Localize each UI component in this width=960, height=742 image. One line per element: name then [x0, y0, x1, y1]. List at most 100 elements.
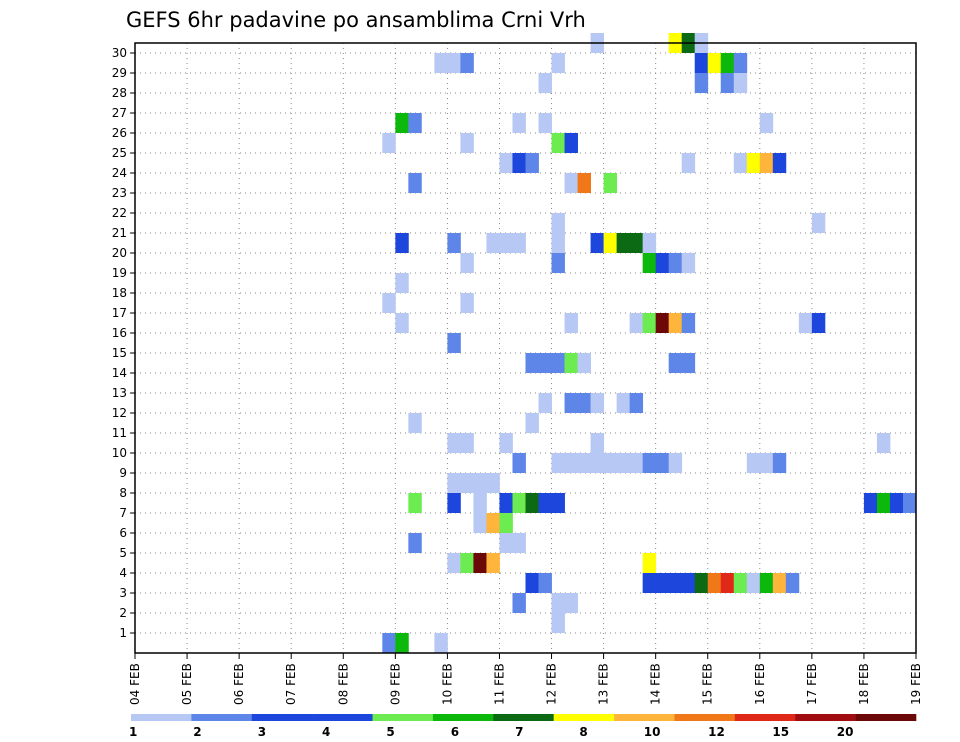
colorbar-swatch [855, 714, 917, 721]
heatmap-cell [525, 153, 539, 173]
x-tick-label: 14 FEB [649, 663, 663, 705]
heatmap-cell [434, 633, 448, 653]
y-tick-label: 17 [112, 306, 127, 320]
heatmap-cell [564, 353, 578, 373]
heatmap-cell [616, 393, 631, 413]
y-tick-label: 10 [112, 446, 127, 460]
heatmap-cell [772, 153, 787, 173]
colorbar-swatch [131, 714, 192, 721]
heatmap-cell [538, 393, 552, 413]
heatmap-cell [551, 593, 565, 613]
y-tick-label: 30 [112, 46, 127, 60]
heatmap-cell [811, 313, 826, 333]
heatmap-cell [681, 153, 696, 173]
heatmap-cell [655, 313, 670, 333]
colorbar-swatch [734, 714, 796, 721]
heatmap-cell [668, 313, 683, 333]
x-tick-label: 18 FEB [857, 663, 871, 705]
heatmap-cell [590, 393, 604, 413]
y-tick-label: 19 [112, 266, 127, 280]
heatmap-cell [538, 353, 552, 373]
heatmap-cell [512, 493, 526, 513]
heatmap-cell [447, 493, 461, 513]
heatmap-cell [551, 613, 565, 633]
heatmap-cell [499, 433, 513, 453]
heatmap-cell [551, 133, 565, 153]
heatmap-cell [473, 553, 487, 573]
y-tick-label: 15 [112, 346, 127, 360]
heatmap-cell [707, 573, 722, 593]
y-tick-label: 4 [119, 566, 127, 580]
heatmap-cell [720, 573, 735, 593]
heatmap-cell [772, 453, 787, 473]
heatmap-cell [564, 453, 578, 473]
heatmap-cell [629, 453, 644, 473]
x-tick-label: 08 FEB [336, 663, 350, 705]
heatmap-cell [642, 253, 657, 273]
heatmap-cell [616, 453, 631, 473]
y-tick-label: 21 [112, 226, 127, 240]
x-tick-label: 19 FEB [909, 663, 923, 705]
heatmap-cell [551, 493, 565, 513]
x-tick-label: 09 FEB [388, 663, 402, 705]
heatmap-cell [603, 233, 618, 253]
heatmap-cell [512, 233, 526, 253]
heatmap-cell [876, 493, 891, 513]
heatmap-cell [642, 313, 657, 333]
x-tick-label: 12 FEB [545, 663, 559, 705]
colorbar-label: 1 [129, 725, 137, 739]
heatmap-cell [551, 353, 565, 373]
heatmap-cell [408, 413, 422, 433]
heatmap-cell [551, 233, 565, 253]
x-tick-label: 16 FEB [753, 663, 767, 705]
colorbar-swatch [795, 714, 856, 721]
heatmap-cell [447, 473, 461, 493]
heatmap-cell [590, 433, 604, 453]
heatmap-cell [447, 433, 461, 453]
heatmap-cell [746, 573, 761, 593]
y-tick-label: 26 [112, 126, 127, 140]
heatmap-cell [551, 453, 565, 473]
y-tick-label: 9 [119, 466, 127, 480]
heatmap-cell [681, 573, 696, 593]
colorbar-label: 4 [322, 725, 330, 739]
heatmap-cell [811, 213, 826, 233]
heatmap-cell [512, 113, 526, 133]
colorbar-swatch [674, 714, 736, 721]
heatmap-cell [525, 413, 539, 433]
y-tick-label: 24 [112, 166, 127, 180]
x-tick-label: 05 FEB [180, 663, 194, 705]
heatmap-cell [694, 73, 709, 93]
heatmap-cell [746, 153, 761, 173]
heatmap-cell [876, 433, 891, 453]
heatmap-cell [525, 573, 539, 593]
y-tick-label: 16 [112, 326, 127, 340]
y-tick-label: 7 [119, 506, 127, 520]
y-tick-label: 3 [119, 586, 127, 600]
heatmap-cell [785, 573, 800, 593]
y-tick-label: 20 [112, 246, 127, 260]
heatmap-cell [577, 353, 591, 373]
heatmap-cell [759, 573, 774, 593]
heatmap-cell [681, 313, 696, 333]
heatmap-cell [460, 53, 474, 73]
heatmap-cell [408, 493, 422, 513]
x-tick-label: 17 FEB [805, 663, 819, 705]
heatmap-cell [382, 633, 396, 653]
heatmap-cell [408, 113, 422, 133]
heatmap-cell [681, 253, 696, 273]
x-tick-label: 11 FEB [492, 663, 506, 705]
heatmap-cell [720, 53, 735, 73]
heatmap-cell [655, 253, 670, 273]
heatmap-cell [512, 593, 526, 613]
y-tick-label: 27 [112, 106, 127, 120]
x-tick-label: 04 FEB [128, 663, 142, 705]
heatmap-cell [486, 513, 500, 533]
colorbar-swatch [553, 714, 615, 721]
colorbar-swatch [372, 714, 434, 721]
heatmap-cell [395, 233, 409, 253]
x-axis: 04 FEB 05 FEB 06 FEB 07 FEB 08 FEB 09 FEB 10 F… [128, 653, 923, 705]
heatmap-cell [486, 233, 500, 253]
heatmap-cell [538, 573, 552, 593]
colorbar-label: 6 [451, 725, 459, 739]
